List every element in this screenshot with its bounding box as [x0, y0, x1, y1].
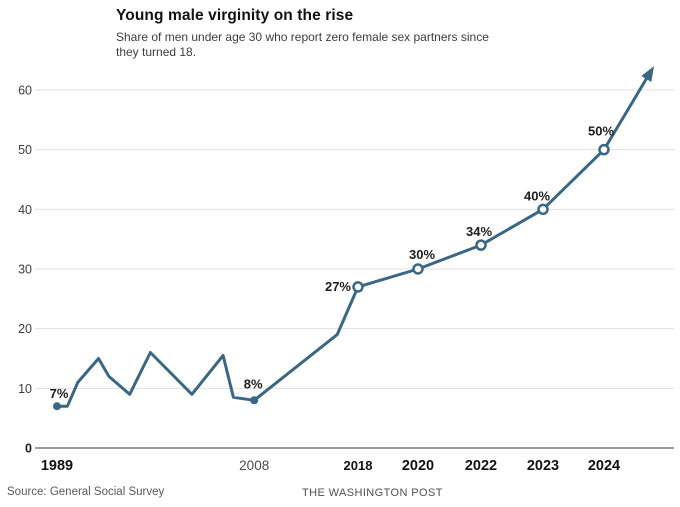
point-label: 7%	[50, 386, 69, 401]
chart-subtitle-line1: Share of men under age 30 who report zer…	[116, 30, 489, 44]
x-axis-label: 2018	[344, 458, 373, 473]
point-label: 8%	[244, 376, 263, 391]
point-label: 27%	[325, 279, 351, 294]
point-label: 34%	[466, 224, 492, 239]
line-chart: 0 10 20 30 40 50 60 1989 2008 2018 2020 2022 2023 202…	[18, 66, 674, 474]
chart-subtitle-line2: they turned 18.	[116, 45, 197, 59]
point-marker	[53, 402, 61, 411]
publisher-credit: THE WASHINGTON POST	[302, 487, 443, 499]
point-marker	[412, 263, 424, 275]
y-axis-label: 10	[18, 382, 32, 396]
x-axis-label: 2023	[527, 458, 559, 474]
point-label: 50%	[588, 124, 614, 139]
point-label: 40%	[524, 188, 550, 203]
source-note: Source: General Social Survey	[7, 486, 165, 498]
x-axis-label: 2022	[465, 458, 497, 474]
point-marker	[537, 203, 549, 216]
y-axis-label: 0	[25, 442, 32, 456]
y-axis-label: 50	[18, 143, 32, 157]
point-marker	[250, 396, 259, 405]
point-label: 30%	[409, 247, 435, 262]
y-axis-label: 40	[18, 203, 32, 217]
x-axis-label: 2008	[239, 458, 269, 473]
trend-arrowhead	[641, 66, 654, 82]
series-line	[55, 74, 650, 408]
point-marker	[475, 239, 487, 251]
chart-title: Young male virginity on the rise	[116, 7, 354, 24]
point-marker	[352, 281, 364, 293]
y-axis-label: 30	[18, 262, 32, 276]
x-axis-label: 1989	[41, 458, 73, 474]
chart-subtitle: Share of men under age 30 who report zer…	[116, 30, 489, 60]
y-axis-label: 20	[18, 322, 32, 336]
y-axis-label: 60	[18, 83, 32, 97]
x-axis-label: 2020	[402, 458, 434, 474]
x-axis-label: 2024	[588, 458, 620, 474]
point-marker	[598, 143, 610, 156]
